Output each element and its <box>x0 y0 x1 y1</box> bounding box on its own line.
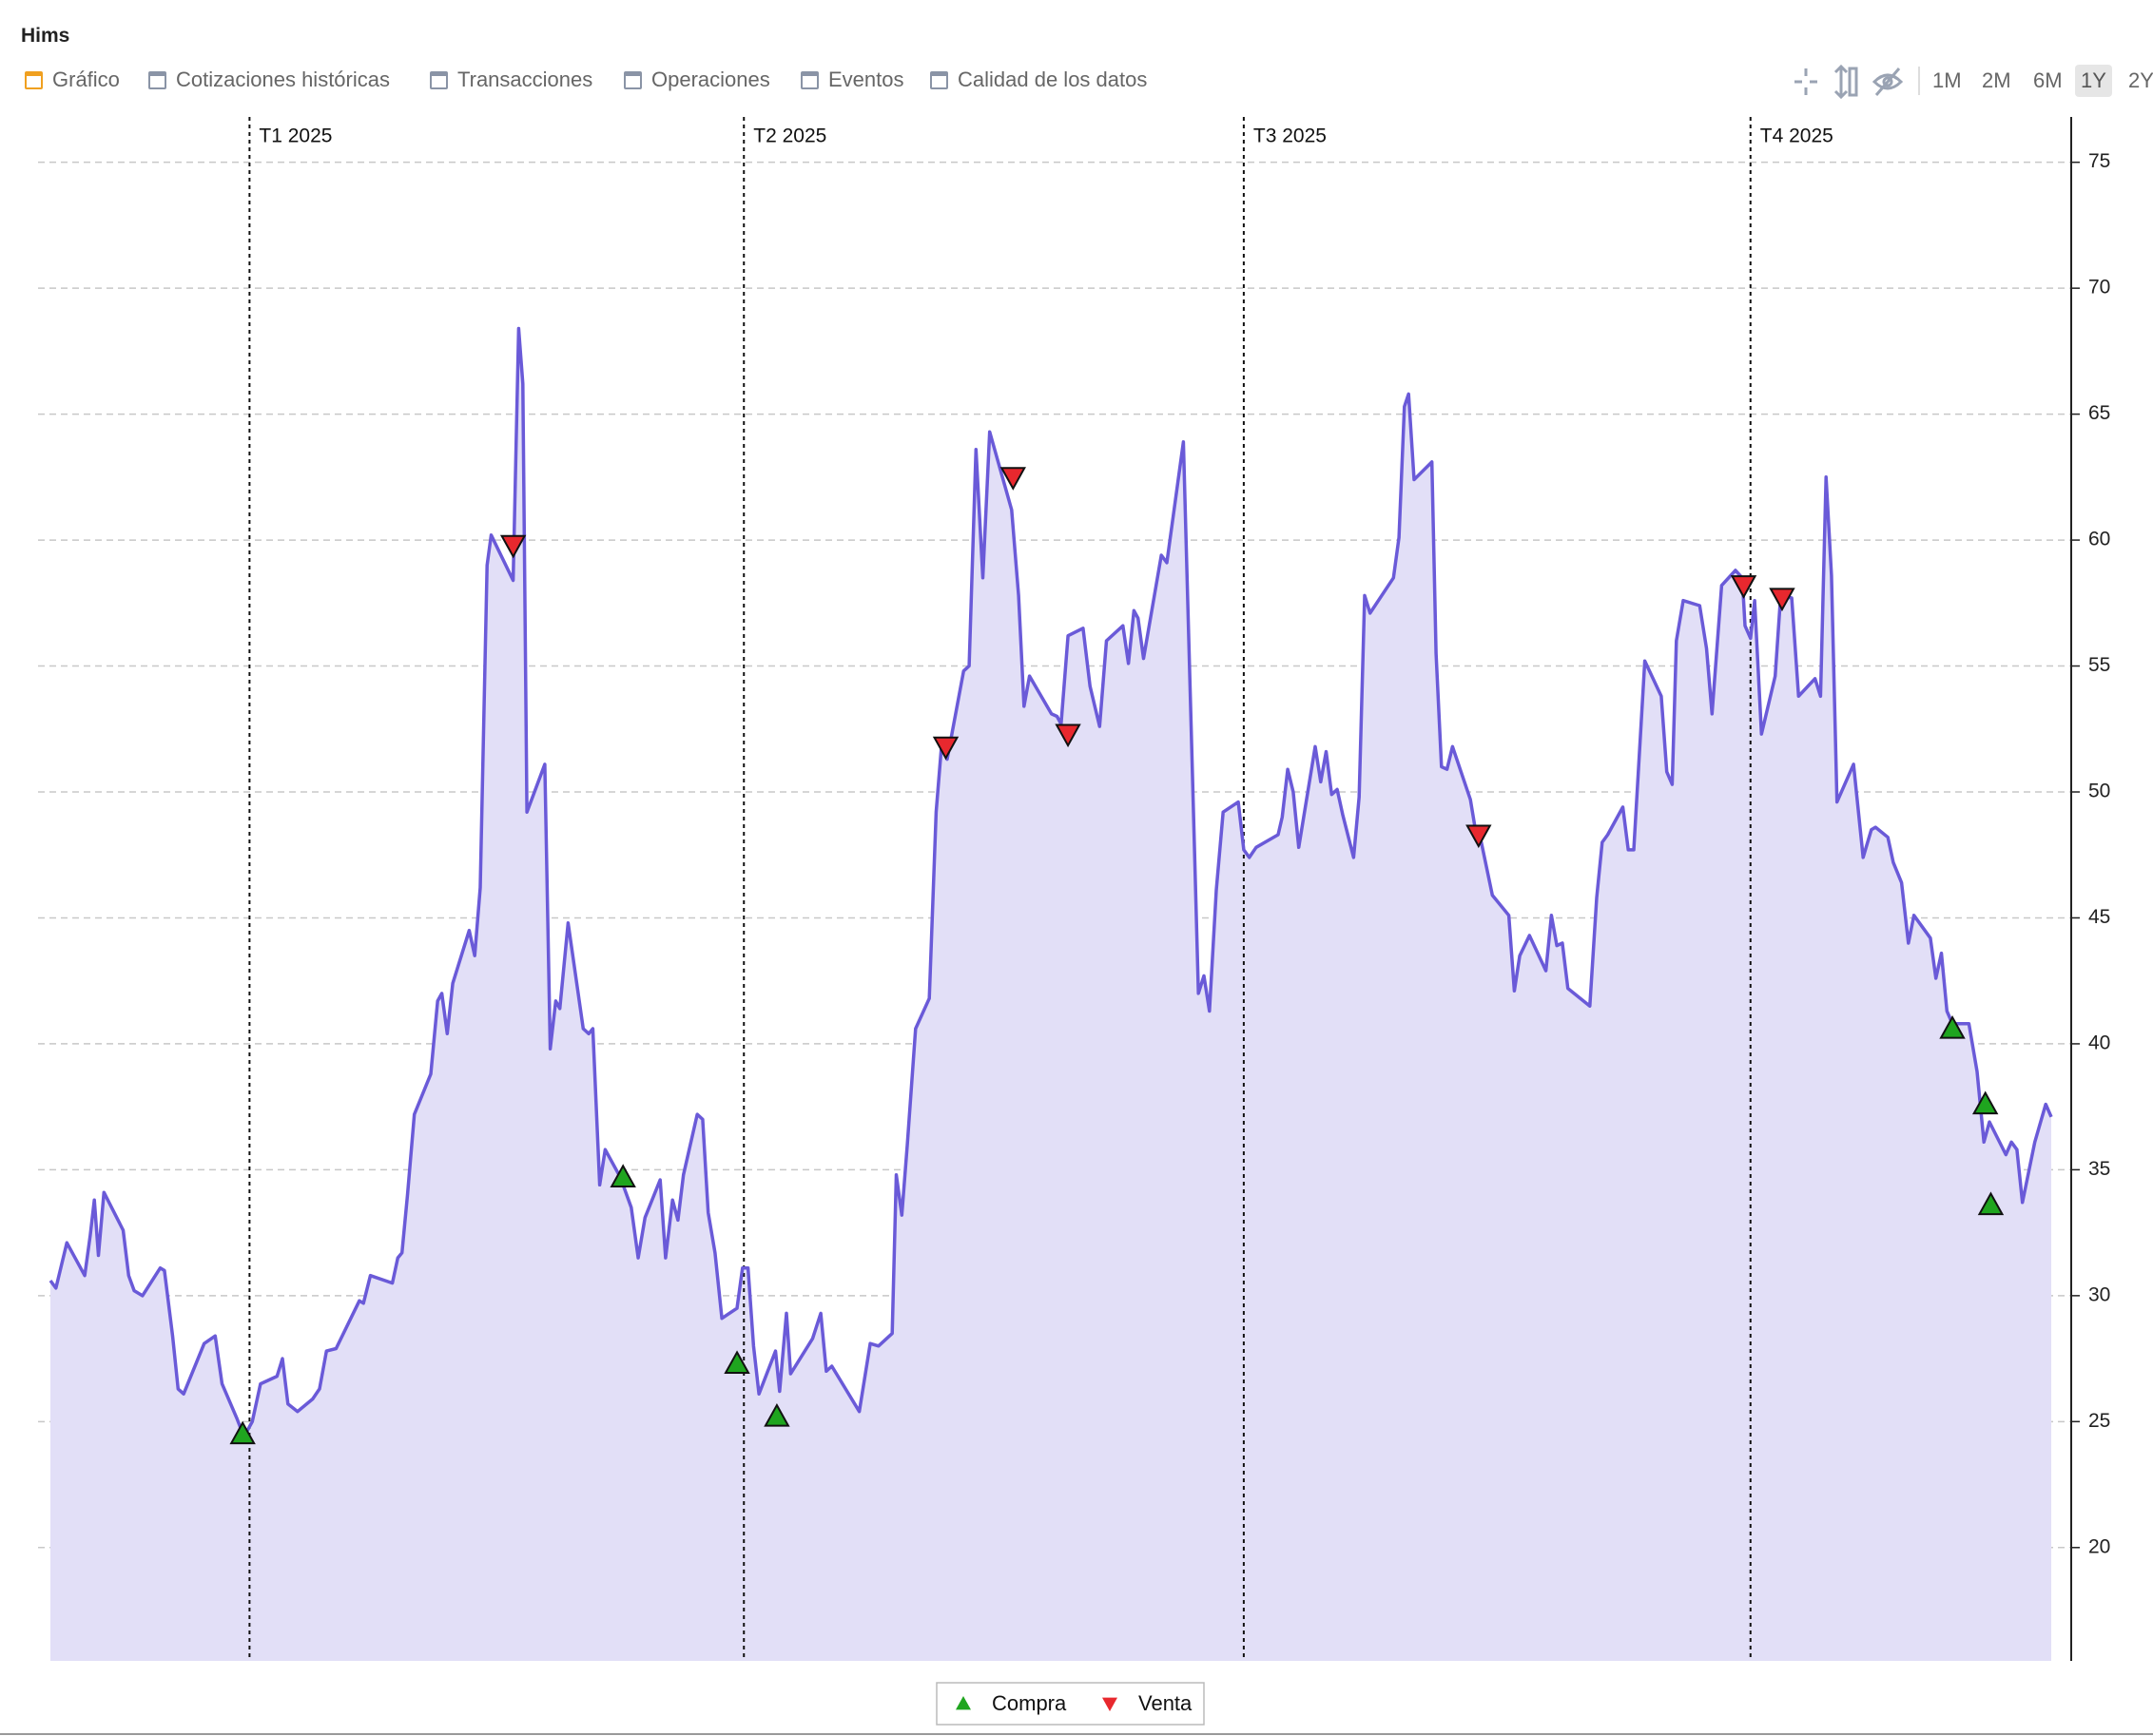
y-tick-label: 35 <box>2088 1158 2110 1180</box>
trade-marker <box>1769 588 1795 612</box>
y-tick-label: 70 <box>2088 277 2110 299</box>
range-button[interactable]: 2M <box>1982 68 2011 92</box>
trade-marker <box>764 1402 790 1427</box>
tab[interactable]: Transacciones <box>430 67 592 93</box>
range-button[interactable]: 2Y <box>2128 68 2153 92</box>
x-tick-label: T1 2025 <box>259 125 332 147</box>
legend-label: Venta <box>1138 1691 1193 1715</box>
range-button[interactable]: 1Y <box>2075 65 2112 97</box>
y-tick-label: 20 <box>2088 1535 2110 1557</box>
trade-marker <box>1465 824 1492 849</box>
tab[interactable]: Calidad de los datos <box>930 67 1147 93</box>
legend-marker <box>1102 1697 1117 1711</box>
tab-icon <box>930 70 948 89</box>
legend-label: Compra <box>992 1691 1067 1715</box>
title: Hims <box>21 25 70 47</box>
tab[interactable]: Operaciones <box>624 67 770 93</box>
x-tick-label: T2 2025 <box>753 125 826 147</box>
y-tick-label: 75 <box>2088 150 2110 172</box>
tab-icon <box>624 70 642 89</box>
x-tick-label: T3 2025 <box>1253 125 1327 147</box>
tab[interactable]: Eventos <box>801 67 904 93</box>
trade-marker <box>1730 575 1757 599</box>
legend-box <box>936 1682 1205 1726</box>
tab-icon <box>148 70 166 89</box>
tab-label: Transacciones <box>457 68 593 91</box>
trade-marker <box>499 534 527 559</box>
tab-icon <box>801 70 819 89</box>
trade-marker <box>999 467 1026 491</box>
trade-marker <box>724 1350 750 1374</box>
area-fill <box>50 328 2051 1661</box>
tab-icon <box>430 70 448 89</box>
trade-marker <box>1971 1090 1999 1115</box>
price-line <box>48 326 2053 1438</box>
y-tick-label: 55 <box>2088 654 2110 676</box>
trade-marker <box>1977 1191 2005 1216</box>
range-button[interactable]: 6M <box>2033 68 2063 92</box>
y-tick-label: 25 <box>2088 1410 2110 1432</box>
trade-marker <box>1055 723 1081 748</box>
trade-marker <box>229 1420 256 1445</box>
tab-label: Calidad de los datos <box>958 68 1148 91</box>
range-button[interactable]: 1M <box>1932 68 1962 92</box>
tool-icons <box>1794 64 1904 100</box>
trade-marker <box>610 1164 636 1187</box>
tab[interactable]: Cotizaciones históricas <box>148 67 390 93</box>
tab[interactable]: Gráfico <box>25 67 120 93</box>
y-tick-label: 50 <box>2088 781 2110 802</box>
y-tick-label: 45 <box>2088 906 2110 928</box>
tab-label: Gráfico <box>52 68 120 91</box>
y-tick-label: 30 <box>2088 1283 2110 1305</box>
tab-label: Operaciones <box>651 68 770 91</box>
tab-icon <box>25 70 43 89</box>
trade-marker <box>932 736 960 761</box>
trade-marker <box>1939 1014 1966 1039</box>
tab-label: Eventos <box>828 68 904 91</box>
legend-marker <box>956 1696 971 1710</box>
y-tick-label: 60 <box>2088 529 2110 550</box>
y-tick-label: 65 <box>2088 402 2110 424</box>
tab-label: Cotizaciones históricas <box>176 68 390 91</box>
x-tick-label: T4 2025 <box>1760 125 1833 147</box>
y-tick-label: 40 <box>2088 1032 2110 1053</box>
